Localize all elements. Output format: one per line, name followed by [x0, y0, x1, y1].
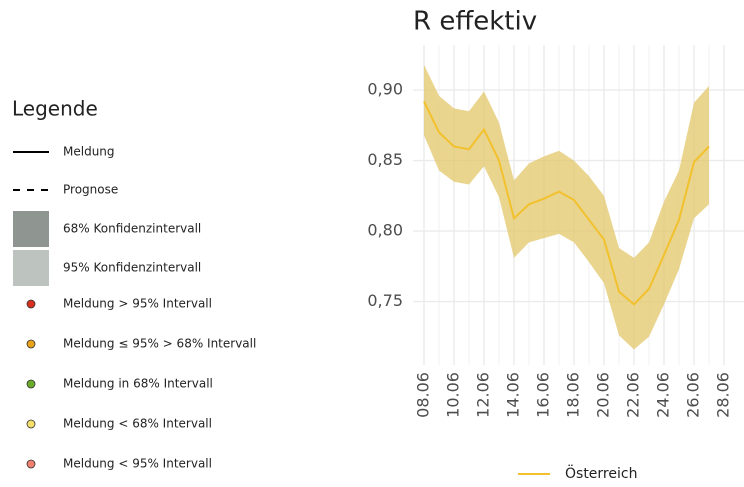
x-tick-label: 12.06: [474, 372, 493, 418]
legend-title: Legende: [12, 97, 98, 121]
legend-symbol: [26, 419, 36, 429]
y-tick-label: 0,85: [367, 150, 403, 169]
legend-symbol: [13, 211, 49, 247]
legend-symbol: [26, 459, 36, 469]
legend-label: Österreich: [565, 464, 637, 482]
y-tick-label: 0,80: [367, 221, 403, 240]
x-tick-label: 20.06: [594, 372, 613, 418]
legend-symbol: [13, 250, 49, 286]
x-tick-label: 28.06: [714, 372, 733, 418]
legend-label: Meldung: [63, 145, 115, 159]
legend-symbol: [26, 339, 36, 349]
x-tick-label: 22.06: [624, 372, 643, 418]
x-tick-label: 14.06: [504, 372, 523, 418]
chart-title: R effektiv: [413, 7, 537, 37]
x-tick-label: 08.06: [414, 372, 433, 418]
legend-label: 68% Konfidenzintervall: [63, 222, 201, 236]
x-tick-label: 26.06: [684, 372, 703, 418]
x-tick-label: 24.06: [654, 372, 673, 418]
line: [423, 100, 710, 306]
legend-label: 95% Konfidenzintervall: [63, 261, 201, 275]
x-tick-label: 16.06: [534, 372, 553, 418]
legend-label: Meldung < 95% Intervall: [63, 457, 212, 471]
legend-label: Meldung ≤ 95% > 68% Intervall: [63, 337, 256, 351]
legend-label: Meldung > 95% Intervall: [63, 297, 212, 311]
x-tick-label: 10.06: [444, 372, 463, 418]
legend-symbol: [26, 299, 36, 309]
y-tick-label: 0,75: [367, 291, 403, 310]
confidence-band: [424, 64, 709, 350]
legend-label: Prognose: [63, 183, 118, 197]
legend-label: Meldung in 68% Intervall: [63, 377, 213, 391]
legend-label: Meldung < 68% Intervall: [63, 417, 212, 431]
x-tick-label: 18.06: [564, 372, 583, 418]
y-tick-label: 0,90: [367, 80, 403, 99]
legend-symbol: [26, 379, 36, 389]
